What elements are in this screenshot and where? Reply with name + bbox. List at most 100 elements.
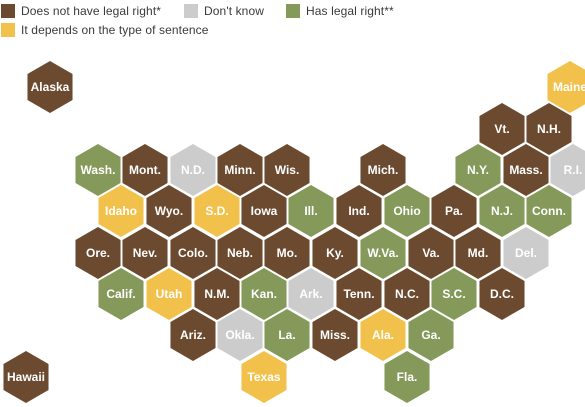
state-label-vt: Vt. bbox=[494, 122, 509, 136]
state-tile-ark: Ark. bbox=[288, 268, 334, 320]
state-hex-n-j bbox=[479, 185, 525, 237]
state-hex-idaho bbox=[98, 185, 144, 237]
state-label-s-c: S.C. bbox=[442, 287, 465, 301]
state-label-s-d: S.D. bbox=[205, 204, 228, 218]
state-label-ala: Ala. bbox=[372, 328, 394, 342]
state-label-n-c: N.C. bbox=[395, 287, 419, 301]
state-tile-n-m: N.M. bbox=[194, 268, 240, 320]
state-tile-wyo: Wyo. bbox=[146, 185, 192, 237]
state-label-wash: Wash. bbox=[81, 163, 116, 177]
state-tile-neb: Neb. bbox=[217, 227, 263, 279]
state-label-n-j: N.J. bbox=[491, 204, 513, 218]
state-tile-s-d: S.D. bbox=[194, 185, 240, 237]
state-tile-mo: Mo. bbox=[264, 227, 310, 279]
state-tile-maine: Maine bbox=[547, 61, 585, 113]
state-label-ga: Ga. bbox=[421, 328, 440, 342]
state-label-ariz: Ariz. bbox=[180, 328, 206, 342]
state-hex-ky bbox=[312, 227, 358, 279]
state-hex-ala bbox=[360, 309, 406, 361]
state-hex-kan bbox=[241, 268, 287, 320]
state-label-n-m: N.M. bbox=[204, 287, 229, 301]
state-hex-ind bbox=[336, 185, 382, 237]
state-hex-maine bbox=[547, 61, 585, 113]
state-label-mo: Mo. bbox=[277, 246, 298, 260]
state-hex-texas bbox=[241, 351, 287, 403]
state-label-ore: Ore. bbox=[86, 246, 110, 260]
state-label-mich: Mich. bbox=[368, 163, 399, 177]
state-label-d-c: D.C. bbox=[490, 287, 514, 301]
state-label-mass: Mass. bbox=[509, 163, 542, 177]
state-label-ky: Ky. bbox=[326, 246, 344, 260]
state-hex-ariz bbox=[170, 309, 216, 361]
state-label-ohio: Ohio bbox=[393, 204, 420, 218]
state-hex-pa bbox=[431, 185, 477, 237]
state-label-mont: Mont. bbox=[129, 163, 161, 177]
legend-label-no-right: Does not have legal right* bbox=[21, 4, 162, 18]
state-hex-n-d bbox=[170, 144, 216, 196]
state-tile-n-c: N.C. bbox=[384, 268, 430, 320]
state-hex-mo bbox=[264, 227, 310, 279]
state-hex-mont bbox=[122, 144, 168, 196]
state-tile-texas: Texas bbox=[241, 351, 287, 403]
state-hex-minn bbox=[217, 144, 263, 196]
state-tile-va: Va. bbox=[408, 227, 454, 279]
state-hex-ga bbox=[408, 309, 454, 361]
state-hex-tenn bbox=[336, 268, 382, 320]
state-hex-ill bbox=[288, 185, 334, 237]
state-hex-mass bbox=[503, 144, 549, 196]
state-tile-wis: Wis. bbox=[264, 144, 310, 196]
state-label-conn: Conn. bbox=[532, 204, 566, 218]
state-hex-colo bbox=[170, 227, 216, 279]
state-label-minn: Minn. bbox=[224, 163, 255, 177]
state-label-colo: Colo. bbox=[178, 246, 208, 260]
state-label-utah: Utah bbox=[156, 287, 183, 301]
state-tile-del: Del. bbox=[503, 227, 549, 279]
state-tile-r-i: R.I. bbox=[550, 144, 585, 196]
state-label-calif: Calif. bbox=[106, 287, 135, 301]
state-tile-kan: Kan. bbox=[241, 268, 287, 320]
state-hex-w-va bbox=[360, 227, 406, 279]
state-hex-miss bbox=[312, 309, 358, 361]
state-tile-wash: Wash. bbox=[75, 144, 121, 196]
state-hex-la bbox=[264, 309, 310, 361]
state-label-iowa: Iowa bbox=[251, 204, 278, 218]
state-hex-calif bbox=[98, 268, 144, 320]
state-hex-hawaii bbox=[3, 351, 49, 403]
legend-label-depends: It depends on the type of sentence bbox=[21, 23, 209, 37]
state-label-w-va: W.Va. bbox=[367, 246, 398, 260]
state-label-fla: Fla. bbox=[397, 370, 418, 384]
state-label-wis: Wis. bbox=[275, 163, 300, 177]
state-tile-pa: Pa. bbox=[431, 185, 477, 237]
state-label-md: Md. bbox=[468, 246, 489, 260]
state-tile-mont: Mont. bbox=[122, 144, 168, 196]
legend-swatch-depends bbox=[1, 23, 15, 37]
state-hex-s-d bbox=[194, 185, 240, 237]
state-label-neb: Neb. bbox=[227, 246, 253, 260]
state-tile-ky: Ky. bbox=[312, 227, 358, 279]
state-tile-n-j: N.J. bbox=[479, 185, 525, 237]
state-label-pa: Pa. bbox=[445, 204, 463, 218]
state-tile-mass: Mass. bbox=[503, 144, 549, 196]
state-tile-ind: Ind. bbox=[336, 185, 382, 237]
state-hex-wash bbox=[75, 144, 121, 196]
legend-swatch-dont-know bbox=[184, 4, 198, 18]
legend-swatch-has-right bbox=[286, 4, 300, 18]
state-label-tenn: Tenn. bbox=[343, 287, 374, 301]
state-hex-n-c bbox=[384, 268, 430, 320]
state-hex-vt bbox=[479, 103, 525, 155]
state-hex-wis bbox=[264, 144, 310, 196]
state-tile-la: La. bbox=[264, 309, 310, 361]
state-tile-idaho: Idaho bbox=[98, 185, 144, 237]
state-tile-d-c: D.C. bbox=[479, 268, 525, 320]
state-hex-alaska bbox=[27, 61, 73, 113]
state-tile-minn: Minn. bbox=[217, 144, 263, 196]
state-tile-iowa: Iowa bbox=[241, 185, 287, 237]
state-tile-utah: Utah bbox=[146, 268, 192, 320]
state-hex-ore bbox=[75, 227, 121, 279]
legend-label-has-right: Has legal right** bbox=[306, 4, 394, 18]
state-label-la: La. bbox=[278, 328, 295, 342]
state-hex-ohio bbox=[384, 185, 430, 237]
state-tile-ga: Ga. bbox=[408, 309, 454, 361]
state-hex-d-c bbox=[479, 268, 525, 320]
